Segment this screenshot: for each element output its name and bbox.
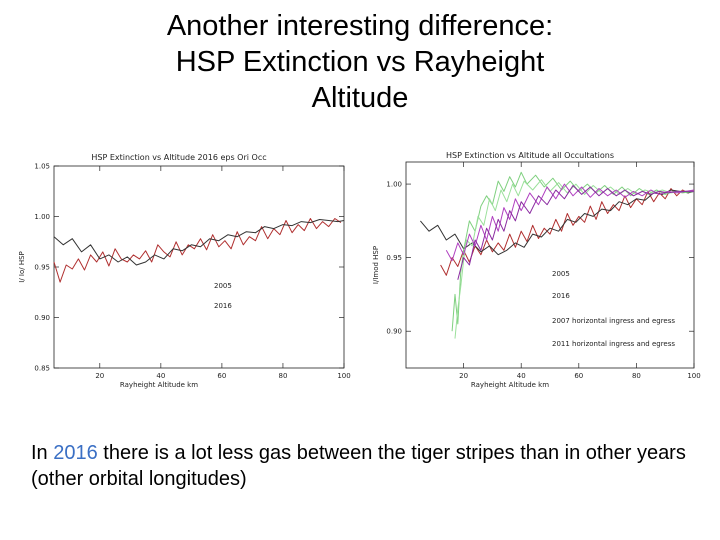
right-chart-legend-entry: 2011 horizontal ingress and egress — [552, 340, 675, 348]
right-chart-xtick-label: 60 — [574, 372, 583, 380]
slide-caption: In 2016 there is a lot less gas between … — [31, 440, 711, 492]
chart-2016-occultation: HSP Extinction vs Altitude 2016 eps Ori … — [14, 148, 354, 390]
right-chart-plot-frame — [405, 161, 695, 369]
caption-post: there is a lot less gas between the tige… — [31, 442, 686, 490]
caption-pre: In — [31, 442, 54, 464]
right-chart-legend-entry: 2016 — [552, 292, 570, 300]
left-chart-ytick-label: 0.85 — [34, 365, 50, 373]
right-chart-legend-entry: 2007 horizontal ingress and egress — [552, 317, 675, 325]
right-chart-xtick-label: 40 — [517, 372, 526, 380]
left-chart-xtick-label: 100 — [337, 372, 350, 380]
right-chart-xtick-label: 20 — [459, 372, 468, 380]
left-chart-legend-entry: 2005 — [214, 282, 232, 290]
slide-title-line-3: Altitude — [311, 82, 409, 114]
left-chart-ytick-label: 0.90 — [34, 314, 50, 322]
left-chart-ytick-label: 1.00 — [34, 213, 50, 221]
right-chart-series-line-3 — [454, 179, 694, 339]
caption-highlight-year: 2016 — [53, 442, 98, 464]
right-chart-ytick-label: 1.00 — [386, 181, 402, 189]
chart-2016-occultation-svg: HSP Extinction vs Altitude 2016 eps Ori … — [18, 153, 351, 389]
right-chart-series-line-2 — [451, 171, 695, 332]
left-chart-ytick-label: 1.05 — [34, 163, 50, 171]
right-chart-ytick-label: 0.90 — [386, 328, 402, 336]
slide-title: Another interesting difference: HSP Exti… — [0, 8, 720, 116]
left-chart-xtick-label: 20 — [95, 372, 104, 380]
right-chart-series-line-5 — [457, 185, 694, 280]
right-chart-legend-entry: 2005 — [552, 270, 570, 278]
chart-all-occultations: HSP Extinction vs Altitude all Occultati… — [372, 146, 708, 392]
chart-all-occultations-svg: HSP Extinction vs Altitude all Occultati… — [372, 151, 701, 389]
right-chart-xlabel: Rayheight Altitude km — [471, 381, 549, 389]
right-chart-series-line-0 — [440, 188, 695, 276]
left-chart-ylabel: I/ Io/ HSP — [18, 251, 26, 283]
left-chart-plot-frame — [53, 165, 345, 369]
right-chart-xtick-label: 80 — [632, 372, 641, 380]
left-chart-xtick-label: 80 — [278, 372, 287, 380]
left-chart-xtick-label: 40 — [156, 372, 165, 380]
left-chart-series-line-0 — [53, 218, 342, 283]
left-chart-xlabel: Rayheight Altitude km — [120, 381, 198, 389]
right-chart-ylabel: I/Imod HSP — [372, 246, 380, 284]
left-chart-series-line-1 — [53, 219, 345, 266]
right-chart-series-line-1 — [420, 189, 695, 256]
right-chart-xtick-label: 100 — [687, 372, 700, 380]
left-chart-xtick-label: 60 — [217, 372, 226, 380]
right-chart-title: HSP Extinction vs Altitude all Occultati… — [446, 151, 614, 160]
right-chart-ytick-label: 0.95 — [386, 254, 402, 262]
slide-title-line-2: HSP Extinction vs Rayheight — [175, 46, 545, 78]
slide-title-line-1: Another interesting difference: — [166, 10, 554, 42]
left-chart-ytick-label: 0.95 — [34, 264, 50, 272]
left-chart-legend-entry: 2016 — [214, 302, 232, 310]
left-chart-title: HSP Extinction vs Altitude 2016 eps Ori … — [91, 153, 266, 162]
